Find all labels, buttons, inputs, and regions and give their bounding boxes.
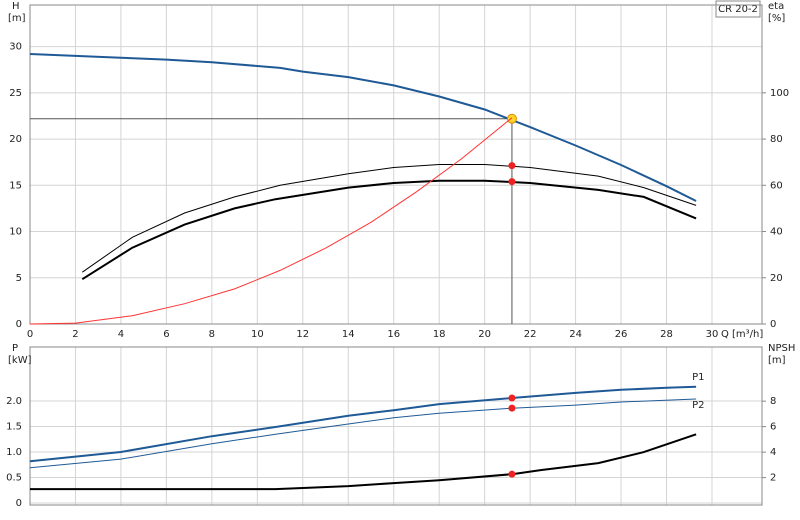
y-axis-label: H (12, 1, 20, 12)
y-tick-label: 2.0 (6, 396, 22, 407)
y2-axis-label: NPSH (768, 343, 795, 354)
duty-point (508, 162, 516, 170)
x-tick-label: 24 (569, 329, 582, 340)
x-axis-label: Q [m³/h] (721, 329, 763, 340)
y2-tick-label: 2 (770, 473, 776, 484)
x-tick-label: 14 (342, 329, 355, 340)
series-label: P1 (692, 372, 704, 383)
y-tick-label: 25 (9, 88, 22, 99)
y-tick-label: 0.5 (6, 472, 22, 483)
y-tick-label: 20 (9, 134, 22, 145)
x-tick-label: 26 (615, 329, 628, 340)
x-tick-label: 4 (118, 329, 124, 340)
x-tick-label: 10 (251, 329, 264, 340)
x-tick-label: 2 (72, 329, 78, 340)
y2-tick-label: 60 (770, 180, 783, 191)
y-tick-label: 10 (9, 227, 22, 238)
series-line (82, 164, 697, 273)
x-tick-label: 8 (209, 329, 215, 340)
y2-tick-label: 8 (770, 396, 776, 407)
y-tick-label: 5 (16, 273, 22, 284)
y2-tick-label: 0 (770, 319, 776, 330)
duty-point (508, 178, 516, 186)
y-tick-label: 15 (9, 180, 22, 191)
y-tick-label: 1.0 (6, 447, 22, 458)
duty-point (508, 404, 516, 412)
duty-point (508, 394, 516, 402)
x-tick-label: 0 (27, 329, 33, 340)
y-tick-label: 1.5 (6, 422, 22, 433)
x-tick-label: 28 (660, 329, 673, 340)
y2-tick-label: 4 (770, 447, 776, 458)
series-line (29, 398, 697, 469)
x-tick-label: 20 (478, 329, 491, 340)
y2-tick-label: 100 (770, 88, 789, 99)
y2-axis-label: [m] (768, 355, 786, 366)
x-tick-label: 12 (296, 329, 309, 340)
y-axis-label: P (12, 343, 18, 354)
series-line (29, 385, 697, 463)
y2-tick-label: 6 (770, 422, 776, 433)
y-axis-label: [m] (8, 13, 26, 24)
x-tick-label: 30 (706, 329, 719, 340)
pump-label: CR 20-2 (718, 4, 758, 15)
series-line (30, 433, 697, 491)
y-tick-label: 0 (16, 498, 22, 509)
series-label: P2 (692, 400, 704, 411)
series-line (29, 117, 513, 325)
plot-frame (29, 4, 763, 325)
x-tick-label: 6 (163, 329, 169, 340)
series-line (29, 53, 697, 202)
y2-tick-label: 80 (770, 134, 783, 145)
x-tick-label: 18 (433, 329, 446, 340)
y2-tick-label: 40 (770, 227, 783, 238)
y-tick-label: 30 (9, 42, 22, 53)
x-tick-label: 16 (387, 329, 400, 340)
x-tick-label: 22 (524, 329, 537, 340)
y-tick-label: 0 (16, 319, 22, 330)
series-line (81, 179, 697, 281)
duty-point (506, 113, 517, 124)
plot-frame (29, 346, 763, 506)
duty-point (508, 470, 516, 478)
y2-axis-label: [%] (768, 13, 785, 24)
y2-tick-label: 20 (770, 273, 783, 284)
y-axis-label: [kW] (8, 355, 32, 366)
y2-axis-label: eta (768, 1, 784, 12)
